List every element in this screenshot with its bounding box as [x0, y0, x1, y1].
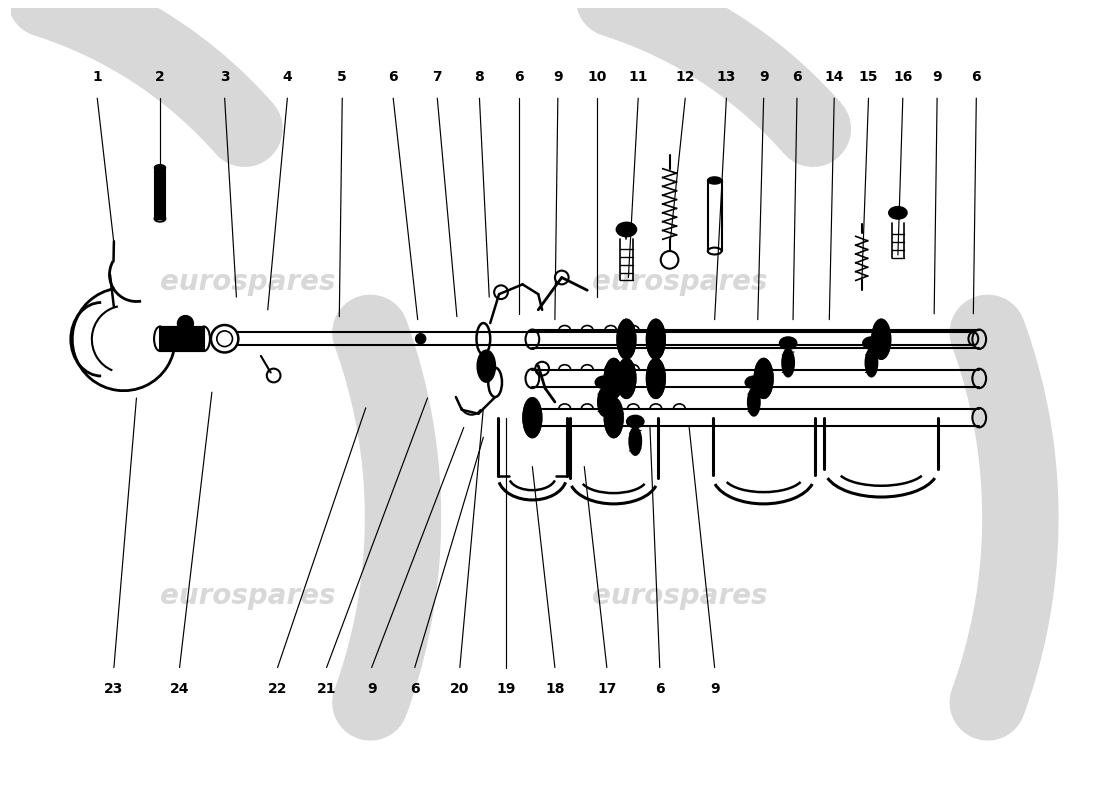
Text: eurospares: eurospares [161, 268, 336, 296]
Bar [155, 168, 165, 218]
Text: 16: 16 [893, 70, 913, 84]
Text: 12: 12 [675, 70, 695, 84]
Ellipse shape [864, 338, 880, 349]
Text: 15: 15 [859, 70, 878, 84]
Ellipse shape [647, 359, 664, 398]
Text: eurospares: eurospares [161, 582, 336, 610]
Ellipse shape [755, 359, 772, 398]
Text: 1: 1 [92, 70, 102, 84]
Ellipse shape [889, 207, 906, 218]
Text: 9: 9 [710, 682, 719, 696]
Text: 9: 9 [553, 70, 563, 84]
Ellipse shape [617, 359, 636, 398]
Text: 7: 7 [432, 70, 442, 84]
Text: 24: 24 [169, 682, 189, 696]
Text: 11: 11 [628, 70, 648, 84]
Ellipse shape [155, 165, 165, 170]
Ellipse shape [746, 377, 762, 388]
Text: 22: 22 [267, 682, 287, 696]
Ellipse shape [617, 320, 636, 358]
Ellipse shape [524, 398, 541, 437]
Text: 13: 13 [717, 70, 736, 84]
Ellipse shape [866, 349, 878, 377]
Circle shape [416, 334, 426, 344]
Text: 10: 10 [587, 70, 607, 84]
Ellipse shape [177, 316, 194, 331]
Text: 3: 3 [220, 70, 230, 84]
Text: 6: 6 [514, 70, 524, 84]
Ellipse shape [180, 318, 190, 329]
Text: eurospares: eurospares [592, 582, 767, 610]
Ellipse shape [477, 350, 495, 382]
Bar [160, 326, 205, 351]
Text: 21: 21 [317, 682, 337, 696]
Text: 9: 9 [933, 70, 942, 84]
Text: 20: 20 [450, 682, 470, 696]
Ellipse shape [627, 416, 644, 427]
Ellipse shape [605, 398, 623, 437]
Text: 19: 19 [496, 682, 516, 696]
Ellipse shape [617, 222, 636, 236]
Text: 5: 5 [338, 70, 348, 84]
Text: 6: 6 [792, 70, 802, 84]
Ellipse shape [748, 388, 760, 416]
Text: 17: 17 [597, 682, 616, 696]
Text: eurospares: eurospares [592, 268, 767, 296]
Ellipse shape [629, 427, 641, 455]
Text: 6: 6 [971, 70, 981, 84]
Ellipse shape [707, 177, 722, 184]
Ellipse shape [872, 320, 890, 358]
Text: 6: 6 [388, 70, 398, 84]
Text: 9: 9 [759, 70, 769, 84]
Text: 23: 23 [104, 682, 123, 696]
Text: 6: 6 [654, 682, 664, 696]
Text: 9: 9 [366, 682, 376, 696]
Ellipse shape [598, 388, 609, 416]
Text: 8: 8 [474, 70, 484, 84]
Text: 2: 2 [155, 70, 165, 84]
Text: 14: 14 [825, 70, 844, 84]
Ellipse shape [595, 377, 613, 388]
Text: 4: 4 [283, 70, 293, 84]
Ellipse shape [780, 338, 796, 349]
Ellipse shape [782, 349, 794, 377]
Ellipse shape [605, 359, 623, 398]
Text: 6: 6 [410, 682, 419, 696]
Ellipse shape [647, 320, 664, 358]
Text: 18: 18 [546, 682, 564, 696]
